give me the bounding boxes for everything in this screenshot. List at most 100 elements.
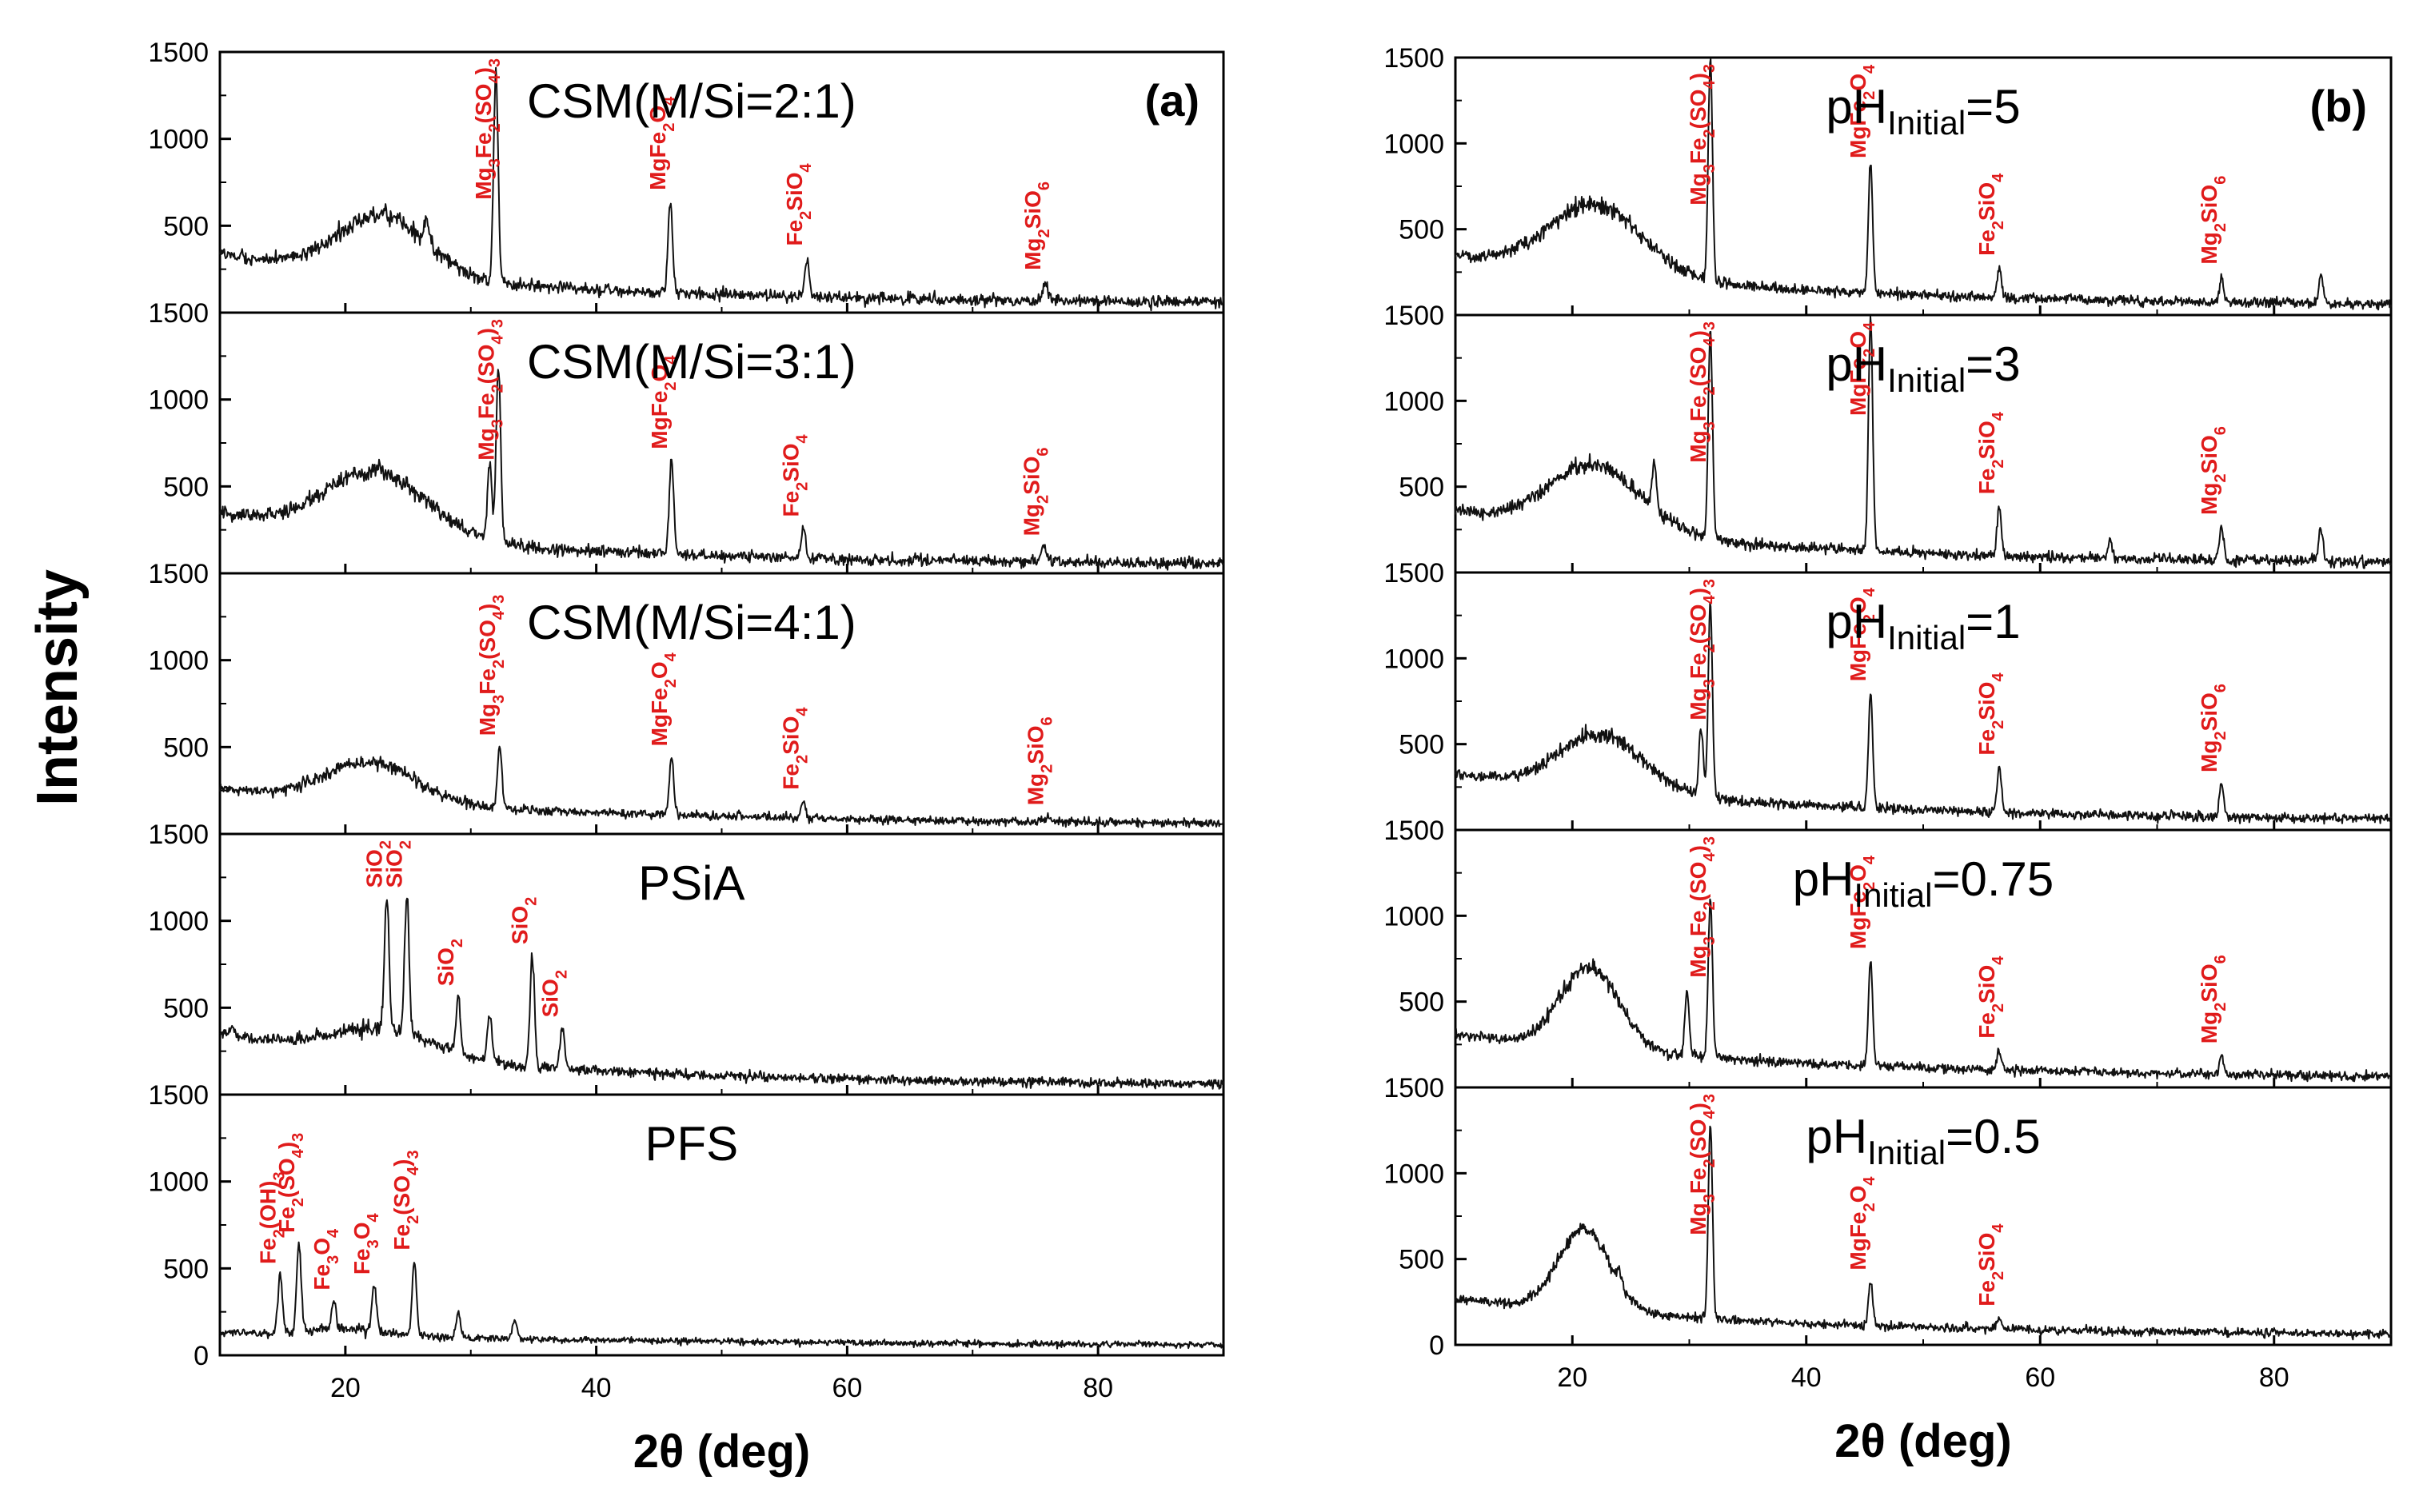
peak-label: Mg2SiO6: [1020, 182, 1053, 270]
y-tick-label: 1500: [148, 38, 209, 68]
y-tick-label: 500: [163, 472, 209, 502]
peak-label: Mg3Fe2(SO4)3: [1686, 321, 1718, 463]
xrd-trace: [1455, 898, 2392, 1083]
xrd-trace: [1455, 315, 2392, 569]
y-tick-label: 1000: [1383, 129, 1444, 159]
peak-label: Fe2(OH)3: [255, 1171, 288, 1264]
panel-title: pHInitial=0.5: [1806, 1110, 2040, 1171]
xrd-trace: [1455, 602, 2392, 825]
peak-label: MgFe2O4: [1846, 321, 1878, 416]
peak-label: MgFe2O4: [1846, 855, 1878, 949]
y-tick-label: 1000: [1383, 386, 1444, 417]
x-tick-label: 20: [1557, 1362, 1587, 1393]
chart-a: 500 1000 1500 Mg3Fe2(SO4)3 MgFe2O4 Fe2SiO4 Mg2…: [148, 38, 1225, 1478]
peak-label: MgFe2O4: [647, 355, 680, 449]
y-tick-label: 500: [163, 732, 209, 763]
panel-frame: [1454, 56, 2393, 317]
y-tick-label: 500: [1399, 215, 1444, 245]
panel-frame: [1454, 828, 2393, 1089]
peak-label: Mg3Fe2(SO4)3: [1686, 64, 1718, 205]
peak-label: Fe2(SO4)3: [389, 1150, 422, 1250]
peak-label: MgFe2O4: [1846, 1176, 1878, 1271]
peak-label: Mg3Fe2(SO4)3: [473, 319, 506, 461]
x-tick-label: 80: [1083, 1373, 1113, 1403]
y-tick-label: 1000: [148, 385, 209, 416]
panel-a-2: 500 1000 1500 Mg3Fe2(SO4)3 MgFe2O4 Fe2SiO4 Mg2…: [148, 298, 1225, 575]
y-tick-label: 1500: [148, 820, 209, 850]
xrd-trace: [1455, 58, 2392, 311]
peak-label: MgFe2O4: [645, 96, 678, 190]
y-tick-label: 1000: [1383, 901, 1444, 932]
peak-label: Mg2SiO6: [1023, 716, 1056, 805]
peak-label: Fe2SiO4: [1974, 955, 2007, 1039]
x-axis-title: 2θ (deg): [633, 1426, 810, 1478]
y-tick-label: 1500: [1383, 301, 1444, 331]
peak-label: Fe2(SO4)3: [274, 1133, 307, 1233]
peak-label: SiO2: [362, 840, 395, 888]
xrd-trace: [219, 66, 1224, 312]
y-tick-label: 1500: [1383, 1073, 1444, 1103]
chart-b: 500 1000 1500 Mg3Fe2(SO4)3 MgFe2O4 Fe2SiO4 Mg2…: [1383, 43, 2393, 1467]
y-tick-label: 500: [1399, 1245, 1444, 1275]
panel-title: CSM(M/Si=2:1): [527, 74, 856, 128]
panel-b-1: 500 1000 1500 Mg3Fe2(SO4)3 MgFe2O4 Fe2SiO4 Mg2…: [1383, 43, 2393, 317]
y-tick-label: 500: [163, 211, 209, 241]
y-tick-label: 0: [1429, 1330, 1444, 1361]
xrd-trace: [219, 745, 1224, 828]
panel-a-3: 500 1000 1500 Mg3Fe2(SO4)3 MgFe2O4 Fe2SiO4 Mg2…: [148, 559, 1225, 836]
peak-label: MgFe2O4: [647, 652, 680, 746]
peak-label: Mg2SiO6: [2197, 176, 2229, 265]
xrd-trace: [1455, 1125, 2392, 1341]
panel-title: pHInitial=1: [1826, 595, 2020, 656]
y-tick-label: 1500: [148, 298, 209, 329]
peak-label: Mg3Fe2(SO4)3: [471, 58, 504, 200]
y-tick-label: 1500: [148, 559, 209, 589]
x-tick-label: 40: [581, 1373, 612, 1403]
y-tick-label: 500: [163, 1254, 209, 1284]
panel-frame: [1454, 313, 2393, 574]
y-tick-label: 1000: [148, 907, 209, 937]
x-tick-label: 20: [330, 1373, 361, 1403]
xrd-trace: [219, 1241, 1224, 1350]
figure-y-axis-title: Intensity: [26, 569, 90, 806]
peak-label: MgFe2O4: [1846, 64, 1878, 158]
y-tick-label: 1500: [1383, 43, 1444, 74]
xrd-trace: [219, 369, 1224, 571]
y-tick-label: 1000: [148, 1167, 209, 1198]
panel-title: CSM(M/Si=3:1): [527, 335, 856, 389]
peak-label: Fe2SiO4: [1974, 1223, 2007, 1307]
peak-label: Fe2SiO4: [1974, 672, 2007, 756]
peak-label: Mg2SiO6: [2197, 955, 2229, 1043]
y-tick-label: 500: [1399, 473, 1444, 503]
peak-label: SiO2: [508, 897, 541, 944]
panel-b-5: 0 500 1000 1500 Mg3Fe2(SO4)3 MgFe2O4 Fe2SiO4 pH…: [1383, 1073, 2393, 1361]
xrd-trace: [219, 897, 1224, 1090]
panel-title: pHInitial=0.75: [1793, 852, 2054, 914]
panel-b-4: 500 1000 1500 Mg3Fe2(SO4)3 MgFe2O4 Fe2SiO4 Mg2…: [1383, 816, 2393, 1089]
panel-frame: [1454, 1086, 2393, 1346]
y-tick-label: 500: [1399, 987, 1444, 1018]
y-tick-label: 1500: [148, 1080, 209, 1111]
panel-letter: (a): [1145, 75, 1200, 126]
x-tick-label: 60: [832, 1373, 862, 1403]
y-tick-label: 500: [1399, 730, 1444, 760]
peak-label: Mg2SiO6: [2197, 684, 2229, 772]
panel-letter: (b): [2309, 81, 2367, 131]
y-tick-label: 1000: [1383, 644, 1444, 674]
panel-title: pHInitial=3: [1826, 337, 2020, 399]
y-tick-label: 0: [194, 1341, 209, 1371]
peak-label: SiO2: [537, 970, 570, 1017]
panel-title: pHInitial=5: [1826, 80, 2020, 142]
peak-label: Fe3O4: [349, 1213, 382, 1275]
peak-label: Mg3Fe2(SO4)3: [1686, 1094, 1718, 1235]
panel-b-2: 500 1000 1500 Mg3Fe2(SO4)3 MgFe2O4 Fe2SiO4 Mg2…: [1383, 301, 2393, 574]
panel-frame: [1454, 571, 2393, 832]
x-tick-label: 80: [2259, 1362, 2289, 1393]
panel-title: PSiA: [638, 856, 744, 910]
y-tick-label: 1000: [148, 125, 209, 155]
panel-b-3: 500 1000 1500 Mg3Fe2(SO4)3 MgFe2O4 Fe2SiO4 Mg2…: [1383, 558, 2393, 832]
peak-label: Fe2SiO4: [779, 433, 812, 517]
panel-a-5: 050010001500Fe2(OH)3Fe2(SO4)3Fe3O4Fe3O4F…: [148, 1080, 1225, 1371]
peak-label: Fe3O4: [309, 1228, 342, 1291]
